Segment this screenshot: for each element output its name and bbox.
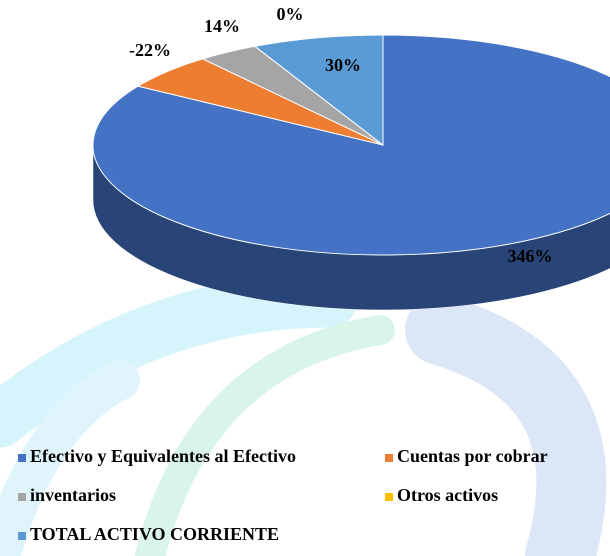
- legend-label: Efectivo y Equivalentes al Efectivo: [30, 446, 296, 466]
- data-label: 14%: [204, 16, 240, 36]
- legend-label: TOTAL ACTIVO CORRIENTE: [30, 524, 279, 544]
- legend-label: Otros activos: [397, 485, 498, 505]
- legend-swatch: [18, 454, 26, 462]
- legend-swatch: [18, 532, 26, 540]
- background-decoration: [0, 300, 571, 556]
- legend-swatch: [18, 493, 26, 501]
- data-label: 30%: [325, 55, 361, 75]
- legend-swatch: [385, 493, 393, 501]
- data-label: 346%: [508, 246, 553, 266]
- pie: 346% -22% 14% 0% 30%: [93, 4, 610, 310]
- legend: Efectivo y Equivalentes al Efectivo Cuent…: [18, 446, 548, 544]
- data-label: -22%: [129, 40, 171, 60]
- data-label: 0%: [277, 4, 304, 24]
- legend-label: inventarios: [30, 485, 116, 505]
- chart: 346% -22% 14% 0% 30% Efectivo y Equivalentes…: [0, 0, 610, 556]
- legend-label: Cuentas por cobrar: [397, 446, 548, 466]
- legend-swatch: [385, 454, 393, 462]
